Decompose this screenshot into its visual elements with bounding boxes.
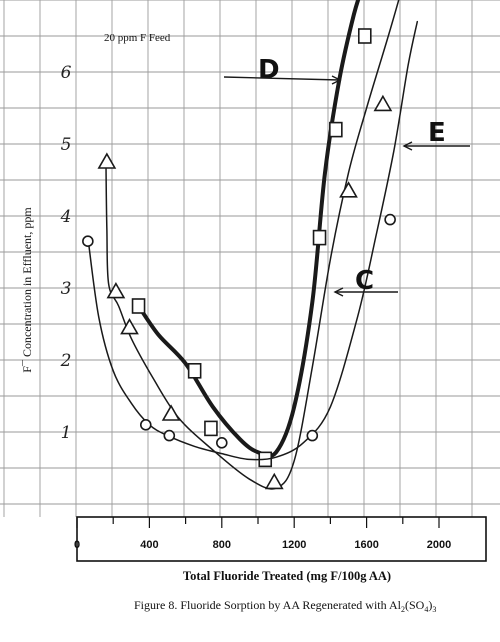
arrow-c-head [333, 287, 344, 297]
arrow-e-head [402, 141, 413, 151]
point-c-6 [373, 94, 393, 112]
annotation-d: D [258, 55, 280, 85]
point-c-2 [120, 317, 139, 335]
x-tick-label-5: 2000 [427, 539, 451, 551]
point-e-0 [82, 235, 94, 247]
y-tick-label-1: 2 [60, 351, 72, 371]
annotation-e: E [428, 118, 446, 148]
y-tick-label-0: 1 [61, 423, 72, 443]
point-d-1 [187, 362, 202, 379]
point-c-0 [97, 152, 117, 169]
point-e-1 [139, 418, 152, 431]
x-axis-label: Total Fluoride Treated (mg F/100g AA) [183, 569, 391, 583]
caption-prefix: Figure 8. Fluoride Sorption by AA Regene… [134, 598, 402, 612]
x-tick-label-3: 1200 [282, 539, 306, 551]
figure-caption: Figure 8. Fluoride Sorption by AA Regene… [134, 598, 436, 614]
caption-sub-2: 4 [424, 605, 428, 614]
x-tick-label-2: 800 [213, 539, 231, 551]
point-d-5 [329, 121, 343, 138]
series-line-e [87, 20, 419, 461]
point-d-2 [204, 420, 218, 437]
arrow-d [223, 76, 341, 81]
point-e-3 [216, 436, 228, 449]
x-tick-label-0: 0 [74, 539, 80, 551]
point-e-4 [306, 429, 319, 442]
series-line-d [136, 0, 361, 459]
point-e-2 [163, 429, 176, 442]
grid [0, 0, 500, 517]
point-d-0 [131, 298, 146, 314]
point-d-4 [312, 229, 327, 246]
point-c-5 [339, 181, 358, 198]
y-axis-label: F¯ Concentration in Effluent, ppm [20, 207, 34, 373]
point-d-6 [357, 28, 372, 44]
series-line-c [105, 0, 400, 490]
y-tick-label-3: 4 [60, 207, 72, 227]
point-c-4 [264, 472, 284, 490]
series-layer [82, 0, 419, 490]
y-axis-ticks: 1 2 3 4 5 6 [60, 63, 72, 443]
point-c-1 [106, 281, 126, 299]
caption-mid: (SO [405, 598, 425, 612]
y-tick-label-2: 3 [61, 279, 72, 299]
series-e [82, 20, 419, 461]
x-axis-frame [76, 516, 487, 562]
x-axis-ticks: 0 400 800 1200 1600 2000 [74, 517, 451, 551]
y-tick-label-5: 6 [61, 63, 72, 83]
point-c-3 [161, 404, 181, 421]
caption-sub-1: 2 [401, 605, 405, 614]
y-tick-label-4: 5 [61, 135, 72, 155]
feed-label: 20 ppm F Feed [104, 32, 171, 44]
series-c [97, 0, 400, 490]
arrow-d-head [331, 75, 342, 85]
point-e-5 [384, 213, 396, 226]
caption-close: ) [428, 598, 432, 612]
x-tick-label-4: 1600 [354, 539, 378, 551]
x-tick-label-1: 400 [140, 539, 158, 551]
annotation-c: C [355, 266, 374, 296]
caption-sub-3: 3 [432, 605, 436, 614]
